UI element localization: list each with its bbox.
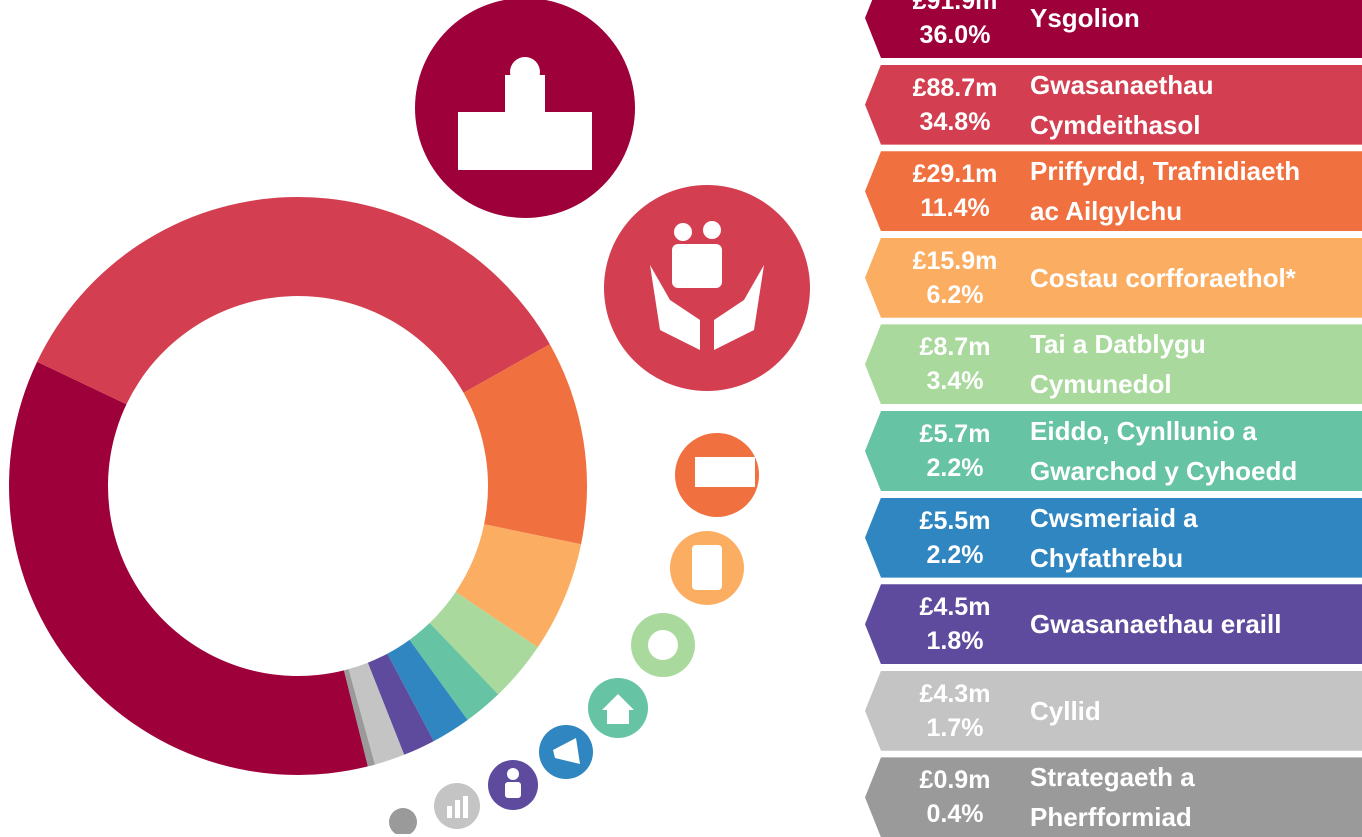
donut-segment [367, 653, 434, 755]
icon-glyph [507, 768, 519, 780]
amount-label: £4.3m [919, 679, 991, 708]
icons [389, 0, 810, 834]
donut-segment [463, 344, 588, 545]
amount-label: £88.7m [912, 73, 998, 102]
amount-block: £15.9m 6.2% [885, 238, 1025, 318]
amount-label: £4.5m [919, 593, 991, 622]
icon-glyph [695, 457, 755, 487]
icon-glyph [505, 782, 521, 798]
amount-label: £29.1m [912, 160, 998, 189]
icon-glyph [553, 738, 580, 764]
category-label: Tai a Datblygu Cymunedol [1030, 329, 1206, 400]
percent-label: 36.0% [919, 21, 991, 49]
amount-label: £91.9m [912, 0, 998, 15]
amount-label: £15.9m [912, 246, 998, 275]
amount-label: £5.7m [919, 420, 991, 448]
legend-row: £91.9m 36.0% Ysgolion [865, 0, 1362, 58]
icon-strategy [389, 808, 417, 834]
icon-glyph [510, 57, 540, 87]
icon-glyph [672, 244, 722, 288]
legend-row: £29.1m 11.4% Priffyrdd, Trafnidiaeth ac Ai… [865, 151, 1362, 232]
percent-label: 6.2% [926, 280, 984, 309]
category-label: Gwasanaethau Cymdeithasol [1030, 69, 1214, 140]
amount-block: £4.5m 1.8% [885, 584, 1025, 664]
icon-glyph [650, 265, 764, 350]
legend-row: £5.7m 2.2% Eiddo, Cynllunio a Gwarchod y C… [865, 411, 1362, 491]
amount-block: £88.7m 34.8% [885, 65, 1025, 145]
icon-glyph [674, 223, 692, 241]
percent-label: 3.4% [926, 367, 984, 396]
legend-row: £5.5m 2.2% Cwsmeriaid a Chyfathrebu [865, 497, 1362, 578]
category-label: Strategaeth a Pherfformiad [1030, 762, 1195, 833]
icon-glyph [458, 112, 592, 170]
amount-label: £0.9m [919, 766, 991, 795]
percent-label: 11.4% [920, 194, 990, 223]
legend-row: £0.9m 0.4% Strategaeth a Pherfformiad [865, 757, 1362, 837]
category-label: Cyllid [1030, 695, 1101, 726]
category-label: Costau corfforaethol* [1030, 262, 1296, 293]
amount-label: £5.5m [919, 506, 991, 535]
amount-block: £0.9m 0.4% [885, 757, 1025, 837]
amount-block: £5.5m 2.2% [885, 498, 1025, 578]
donut-segment [387, 639, 468, 742]
donut-segment [348, 662, 405, 765]
donut-segment [37, 196, 550, 405]
icon-glyph [648, 630, 678, 660]
donut-segment [455, 524, 582, 648]
icon-glyph [692, 545, 722, 590]
donut-segment [343, 669, 375, 767]
legend-row: £88.7m 34.8% Gwasanaethau Cymdeithasol [865, 64, 1362, 145]
icon-glyph [447, 806, 452, 818]
percent-label: 1.7% [926, 713, 984, 742]
percent-label: 2.2% [926, 540, 984, 569]
donut-segment [8, 361, 368, 776]
amount-block: £29.1m 11.4% [885, 151, 1025, 231]
legend-row: £8.7m 3.4% Tai a Datblygu Cymunedol [865, 324, 1362, 405]
icon-glyph [602, 694, 634, 724]
amount-block: £8.7m 3.4% [885, 324, 1025, 404]
category-label: Ysgolion [1030, 3, 1140, 33]
icon-glyph [703, 221, 721, 239]
donut [8, 196, 588, 776]
legend-row: £4.3m 1.7% Cyllid [865, 670, 1362, 751]
amount-block: £5.7m 2.2% [885, 411, 1025, 491]
icon-glyph [455, 800, 460, 818]
chart [8, 0, 810, 834]
donut-segment [409, 623, 499, 720]
icon-glyph [463, 796, 468, 818]
amount-label: £8.7m [919, 333, 991, 362]
percent-label: 2.2% [926, 454, 984, 482]
category-label: Eiddo, Cynllunio a Gwarchod y Cyhoedd [1030, 416, 1298, 486]
category-label: Priffyrdd, Trafnidiaeth ac Ailgylchu [1030, 156, 1301, 227]
legend-row: £4.5m 1.8% Gwasanaethau eraill [865, 584, 1362, 665]
amount-block: £91.9m 36.0% [885, 0, 1025, 58]
percent-label: 1.8% [926, 627, 984, 656]
category-label: Cwsmeriaid a Chyfathrebu [1030, 502, 1198, 573]
donut-segment [429, 592, 538, 695]
amount-block: £4.3m 1.7% [885, 671, 1025, 751]
percent-label: 0.4% [926, 800, 984, 829]
percent-label: 34.8% [919, 107, 991, 136]
legend-row: £15.9m 6.2% Costau corfforaethol* [865, 237, 1362, 318]
category-label: Gwasanaethau eraill [1030, 609, 1282, 640]
